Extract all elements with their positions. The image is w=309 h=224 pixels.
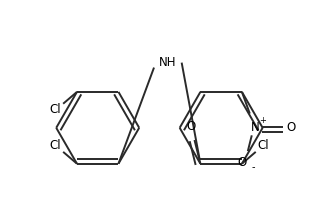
Text: +: +	[259, 116, 266, 125]
Text: Cl: Cl	[49, 140, 61, 153]
Text: Cl: Cl	[49, 103, 61, 116]
Text: O: O	[287, 121, 296, 134]
Text: NH: NH	[159, 56, 176, 69]
Text: Cl: Cl	[258, 140, 269, 153]
Text: O: O	[186, 120, 195, 133]
Text: N: N	[251, 121, 260, 134]
Text: O: O	[237, 157, 247, 170]
Text: -: -	[252, 162, 256, 172]
